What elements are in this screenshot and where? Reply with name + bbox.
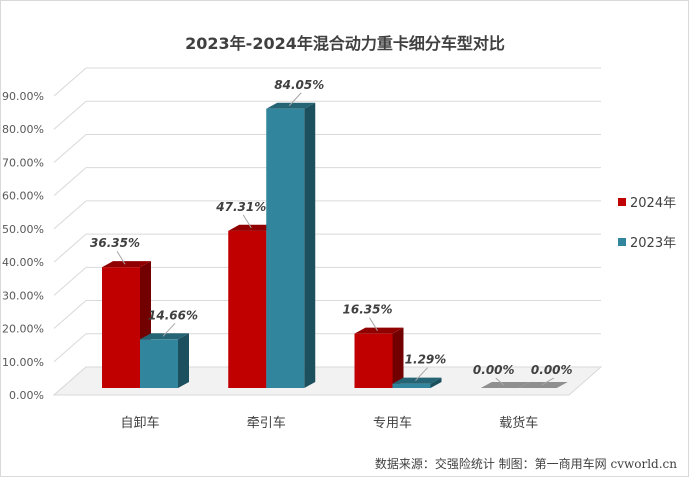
bar-series-b (392, 377, 442, 388)
data-labels: 36.35% 14.66% 47.31% 84.05% 16.35% 1.29% 0.00%… (90, 78, 573, 386)
gridline-side (53, 67, 87, 97)
label-leader (242, 214, 252, 229)
bar-front (392, 383, 431, 388)
bar-top (140, 333, 189, 340)
gridline-side (53, 100, 87, 130)
data-label: 0.00% (531, 363, 573, 377)
data-label: 47.31% (215, 200, 266, 214)
y-tick-label: 0.00% (9, 389, 44, 402)
data-label: 1.29% (405, 353, 447, 367)
x-axis-labels: 自卸车 牵引车 专用车 载货车 (120, 415, 538, 431)
y-tick-label: 80.00% (2, 123, 44, 136)
y-tick-label: 90.00% (2, 90, 44, 103)
bar-front (354, 333, 393, 388)
bar-front (228, 230, 267, 388)
bar-front (266, 108, 305, 389)
x-tick-label: 牵引车 (247, 415, 286, 431)
bars (102, 102, 568, 389)
y-tick-label: 40.00% (2, 256, 44, 269)
bar-top (518, 381, 568, 388)
source-note: 数据来源：交强险统计 制图：第一商用车网 cvworld.cn (375, 456, 677, 471)
bar-series-a (480, 381, 530, 388)
bar-side (304, 102, 316, 388)
y-tick-label: 70.00% (2, 156, 44, 169)
chart-floor (52, 366, 603, 396)
gridline-side (53, 167, 87, 197)
label-leader (415, 367, 428, 382)
x-tick-label: 自卸车 (120, 415, 159, 431)
gridline-side (53, 134, 87, 163)
x-tick-label: 专用车 (373, 415, 412, 431)
bar-top (228, 224, 278, 231)
data-label: 14.66% (148, 308, 198, 322)
y-tick-label: 50.00% (2, 223, 44, 236)
bar-side (392, 327, 404, 388)
legend-label: 2023年 (630, 236, 676, 251)
label-leader (162, 322, 176, 337)
gridline-side (53, 200, 87, 230)
y-axis-ticks: 0.00% 10.00% 20.00% 30.00% 40.00% 50.00% 60.00… (2, 90, 44, 402)
bar-series-a (354, 327, 404, 388)
gridline-side (53, 266, 87, 296)
bar-series-b (266, 102, 316, 389)
legend-label: 2024年 (630, 196, 676, 211)
bar-top (392, 377, 442, 384)
bar-top (354, 327, 404, 334)
bar-front (102, 267, 140, 388)
x-tick-label: 载货车 (499, 415, 538, 431)
bar-front (140, 339, 178, 388)
gridline-side (53, 233, 87, 263)
y-tick-label: 60.00% (2, 190, 44, 203)
y-tick-label: 20.00% (2, 323, 44, 336)
data-label: 16.35% (343, 303, 393, 317)
gridlines (52, 67, 603, 396)
label-leader (495, 377, 505, 386)
gridline-side (53, 300, 87, 329)
bar-top (480, 381, 530, 388)
gridline-side (53, 333, 87, 363)
data-label: 0.00% (473, 363, 515, 377)
chart-title: 2023年-2024年混合动力重卡细分车型对比 (185, 34, 505, 53)
label-leader (369, 317, 378, 331)
bar-series-b (518, 381, 568, 388)
data-label: 36.35% (90, 236, 140, 250)
bar-top (102, 261, 151, 268)
legend-swatch (618, 238, 626, 246)
bar-series-b (140, 333, 189, 388)
label-leader (116, 250, 126, 265)
y-tick-label: 10.00% (2, 356, 44, 369)
bar-top (266, 102, 316, 109)
y-tick-label: 30.00% (2, 289, 44, 302)
legend-swatch (618, 198, 626, 206)
label-leader (288, 92, 302, 107)
legend: 2024年 2023年 (618, 196, 676, 251)
data-label: 84.05% (274, 78, 324, 92)
bar-side (178, 333, 189, 388)
bar-side (430, 377, 442, 388)
label-leader (541, 377, 555, 386)
bar-series-a (102, 261, 151, 388)
